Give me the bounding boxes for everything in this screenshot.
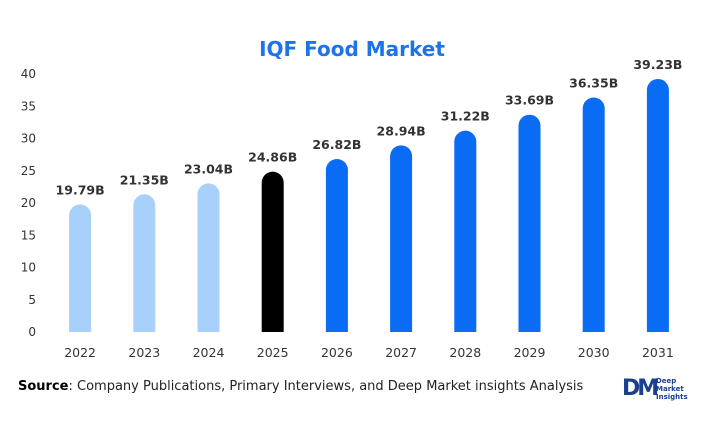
data-label: 19.79B [56, 182, 105, 197]
y-tick-label: 0 [28, 325, 36, 339]
x-tick-label: 2023 [128, 345, 160, 360]
data-label: 26.82B [312, 137, 361, 152]
data-label: 28.94B [377, 123, 426, 138]
y-tick-label: 35 [21, 99, 36, 113]
bar-2023 [133, 194, 156, 332]
y-tick-label: 15 [21, 228, 36, 242]
source-label: Source [18, 379, 69, 394]
y-axis: 0 5 10 15 20 25 30 35 40 [21, 67, 36, 339]
data-label: 36.35B [569, 76, 618, 91]
bar-2028 [454, 130, 477, 332]
logo-mark: DM [622, 376, 659, 401]
data-label: 39.23B [633, 57, 682, 72]
data-label: 31.22B [441, 109, 490, 124]
y-tick-label: 25 [21, 164, 36, 178]
x-tick-label: 2029 [514, 345, 546, 360]
data-label: 21.35B [120, 172, 169, 187]
x-axis: 2022 2023 2024 2025 2026 2027 2028 2029 2030 2031 [64, 345, 674, 360]
x-tick-label: 2028 [449, 345, 481, 360]
x-tick-label: 2026 [321, 345, 353, 360]
logo-text: Deep Market Insights [656, 377, 688, 401]
logo-line-3: Insights [656, 393, 688, 401]
y-tick-label: 10 [21, 261, 36, 275]
bar-2030 [582, 97, 605, 332]
bar-2026 [325, 159, 348, 332]
x-tick-label: 2022 [64, 345, 96, 360]
source-note: Source: Company Publications, Primary In… [18, 379, 583, 394]
y-tick-label: 20 [21, 196, 36, 210]
bar-2027 [390, 145, 413, 332]
data-label: 23.04B [184, 161, 233, 176]
y-tick-label: 5 [28, 293, 36, 307]
y-tick-label: 30 [21, 132, 36, 146]
source-text: : Company Publications, Primary Intervie… [68, 379, 584, 394]
logo-line-2: Market [656, 385, 684, 393]
data-label: 24.86B [248, 150, 297, 165]
x-tick-label: 2024 [193, 345, 225, 360]
x-tick-label: 2027 [385, 345, 417, 360]
bar-2022 [69, 204, 92, 332]
x-tick-label: 2031 [642, 345, 674, 360]
bar-2024 [197, 183, 220, 332]
bar-2031 [646, 78, 669, 333]
x-tick-label: 2030 [578, 345, 610, 360]
bars: 19.79B 21.35B 23.04B 24.86B 26.82B 28.94B 31.2… [56, 57, 682, 333]
x-tick-label: 2025 [257, 345, 289, 360]
bar-2025 [261, 171, 284, 332]
chart-title: IQF Food Market [259, 37, 445, 61]
data-label: 33.69B [505, 93, 554, 108]
bar-2029 [518, 114, 541, 332]
logo-line-1: Deep [656, 377, 677, 385]
y-tick-label: 40 [21, 67, 36, 81]
brand-logo: DM Deep Market Insights [622, 376, 702, 406]
